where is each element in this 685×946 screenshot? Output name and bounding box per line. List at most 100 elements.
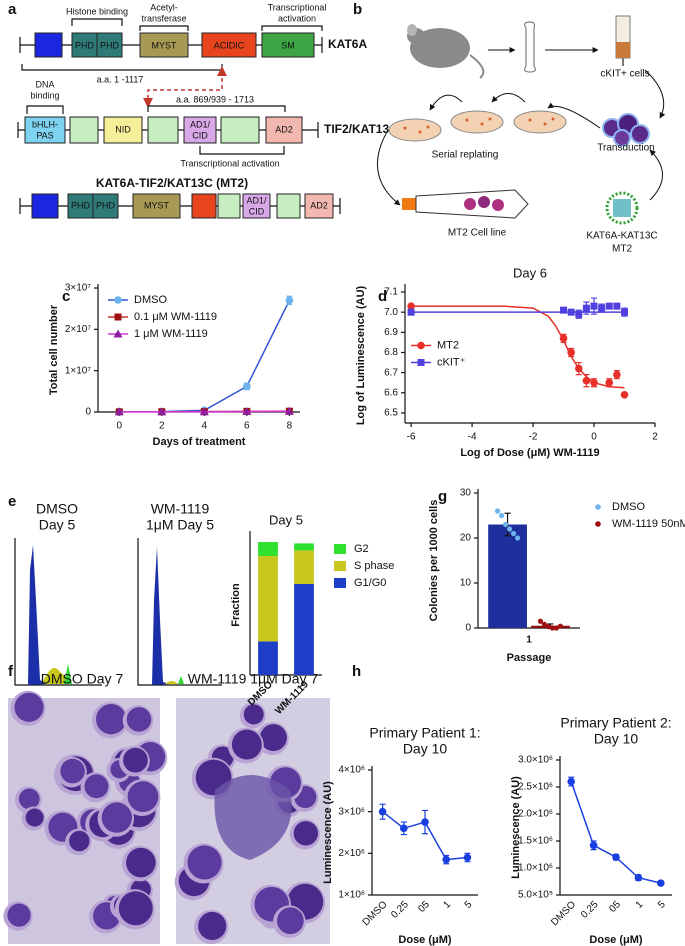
histogram-axis (14, 538, 102, 686)
histogram (152, 547, 170, 685)
domain (92, 193, 119, 219)
marker (378, 807, 387, 816)
panel-label: b (353, 1, 362, 18)
step-label: MT2 Cell line (448, 228, 507, 239)
domain (242, 193, 271, 219)
nucleus (243, 704, 264, 725)
chart-title: Day 5 (269, 512, 303, 527)
domain-label: CID (192, 130, 208, 140)
domain (261, 32, 315, 58)
x-tick-label: 2 (652, 432, 658, 443)
domain-label: AD2 (310, 200, 328, 210)
legend-label: DMSO (134, 294, 167, 306)
domain-label: MYST (144, 200, 170, 210)
marker (199, 407, 209, 416)
tif2-row: DNA binding bHLH- PAS NID AD1/ CID AD2 T… (17, 79, 398, 168)
legend-label: 0.1 μM WM-1119 (134, 311, 217, 323)
y-tick-label: 6.9 (384, 327, 398, 338)
y-tick-label: 2.0×10⁶ (518, 809, 553, 820)
domain-label: PHD (71, 200, 91, 210)
domain-label: PHD (100, 40, 120, 50)
mouse (410, 28, 470, 68)
data-point (514, 535, 521, 541)
y-tick-label: 3×10⁶ (338, 806, 365, 817)
histogram (178, 676, 184, 684)
x-tick-label: 5 (656, 899, 668, 911)
domain (183, 116, 217, 144)
domain (191, 193, 217, 219)
y-tick-label: 30 (460, 488, 472, 499)
marker (605, 378, 614, 387)
marker (620, 390, 629, 399)
y-axis-label: Colonies per 1000 cells (428, 500, 440, 622)
y-tick-label: 4×10⁶ (338, 765, 365, 776)
bracket (261, 25, 323, 31)
step-label: Transduction (597, 143, 654, 154)
range-bracket (21, 64, 223, 71)
annotation: activation (278, 13, 316, 23)
range: a.a. 1 -1117 (97, 74, 144, 84)
micrograph-title: DMSO Day 7 (41, 671, 124, 687)
marker (284, 406, 294, 415)
y-axis-label: Luminescence (AU) (510, 776, 522, 879)
domain (96, 32, 123, 58)
y-axis-label: Luminescence (AU) (322, 781, 334, 884)
bar-segment (294, 543, 314, 551)
y-tick-label: 10 (460, 578, 472, 589)
domain (265, 116, 303, 144)
domain (67, 193, 94, 219)
annotation: transferase (141, 13, 186, 23)
x-tick-label: DMSO (361, 899, 390, 928)
marker (634, 873, 643, 882)
arrow (491, 93, 526, 103)
legend-swatch (334, 561, 346, 571)
x-tick-label: 0 (591, 432, 597, 443)
range-bracket (147, 105, 286, 112)
step-label: cKIT+ cells (600, 69, 649, 80)
x-tick-label: -6 (407, 432, 416, 443)
marker (407, 308, 415, 316)
nucleus (126, 847, 156, 878)
protein-name: KAT6A (328, 37, 367, 51)
nucleus (95, 704, 127, 735)
marker (463, 853, 472, 862)
domain-label: PHD (96, 200, 116, 210)
bar-segment (294, 550, 314, 584)
y-axis-label: Fraction (230, 583, 242, 627)
histogram (165, 681, 178, 684)
marker (560, 306, 568, 314)
step-label: MT2 (612, 244, 632, 255)
y-tick-label: 6.7 (384, 367, 398, 378)
marker (157, 407, 167, 416)
histogram (28, 545, 46, 685)
domain (217, 193, 241, 219)
panel-label: d (378, 288, 387, 305)
domain (276, 193, 301, 219)
annotation: Transcriptional activation (180, 158, 279, 168)
y-tick-label: 3×10⁷ (65, 283, 92, 294)
bar-segment (258, 556, 278, 642)
legend-swatch (595, 504, 601, 510)
chart-title: Day 10 (594, 731, 639, 747)
marker (114, 407, 124, 416)
y-tick-label: 3.0×10⁶ (518, 755, 553, 766)
domain-label: NID (115, 124, 131, 134)
nucleus (101, 802, 133, 833)
marker (567, 308, 575, 316)
step-label: Serial replating (432, 150, 499, 161)
y-axis-label: Log of Luminescence (AU) (355, 285, 367, 425)
domain (71, 32, 98, 58)
domain-label: PHD (75, 40, 95, 50)
marker (242, 407, 252, 416)
y-tick-label: 6.5 (384, 408, 398, 419)
marker (590, 378, 598, 387)
legend-label: WM-1119 50nM (612, 518, 685, 530)
mt2-row: KAT6A-TIF2/KAT13C (MT2) PHD PHD MYST AD1… (19, 176, 341, 219)
nucleus (69, 830, 90, 852)
x-tick-label: 2 (159, 421, 165, 432)
legend-label: S phase (354, 560, 394, 572)
marker (559, 334, 568, 343)
panel-label: h (352, 663, 361, 680)
y-tick-label: 0 (465, 623, 471, 634)
marker (613, 302, 621, 310)
